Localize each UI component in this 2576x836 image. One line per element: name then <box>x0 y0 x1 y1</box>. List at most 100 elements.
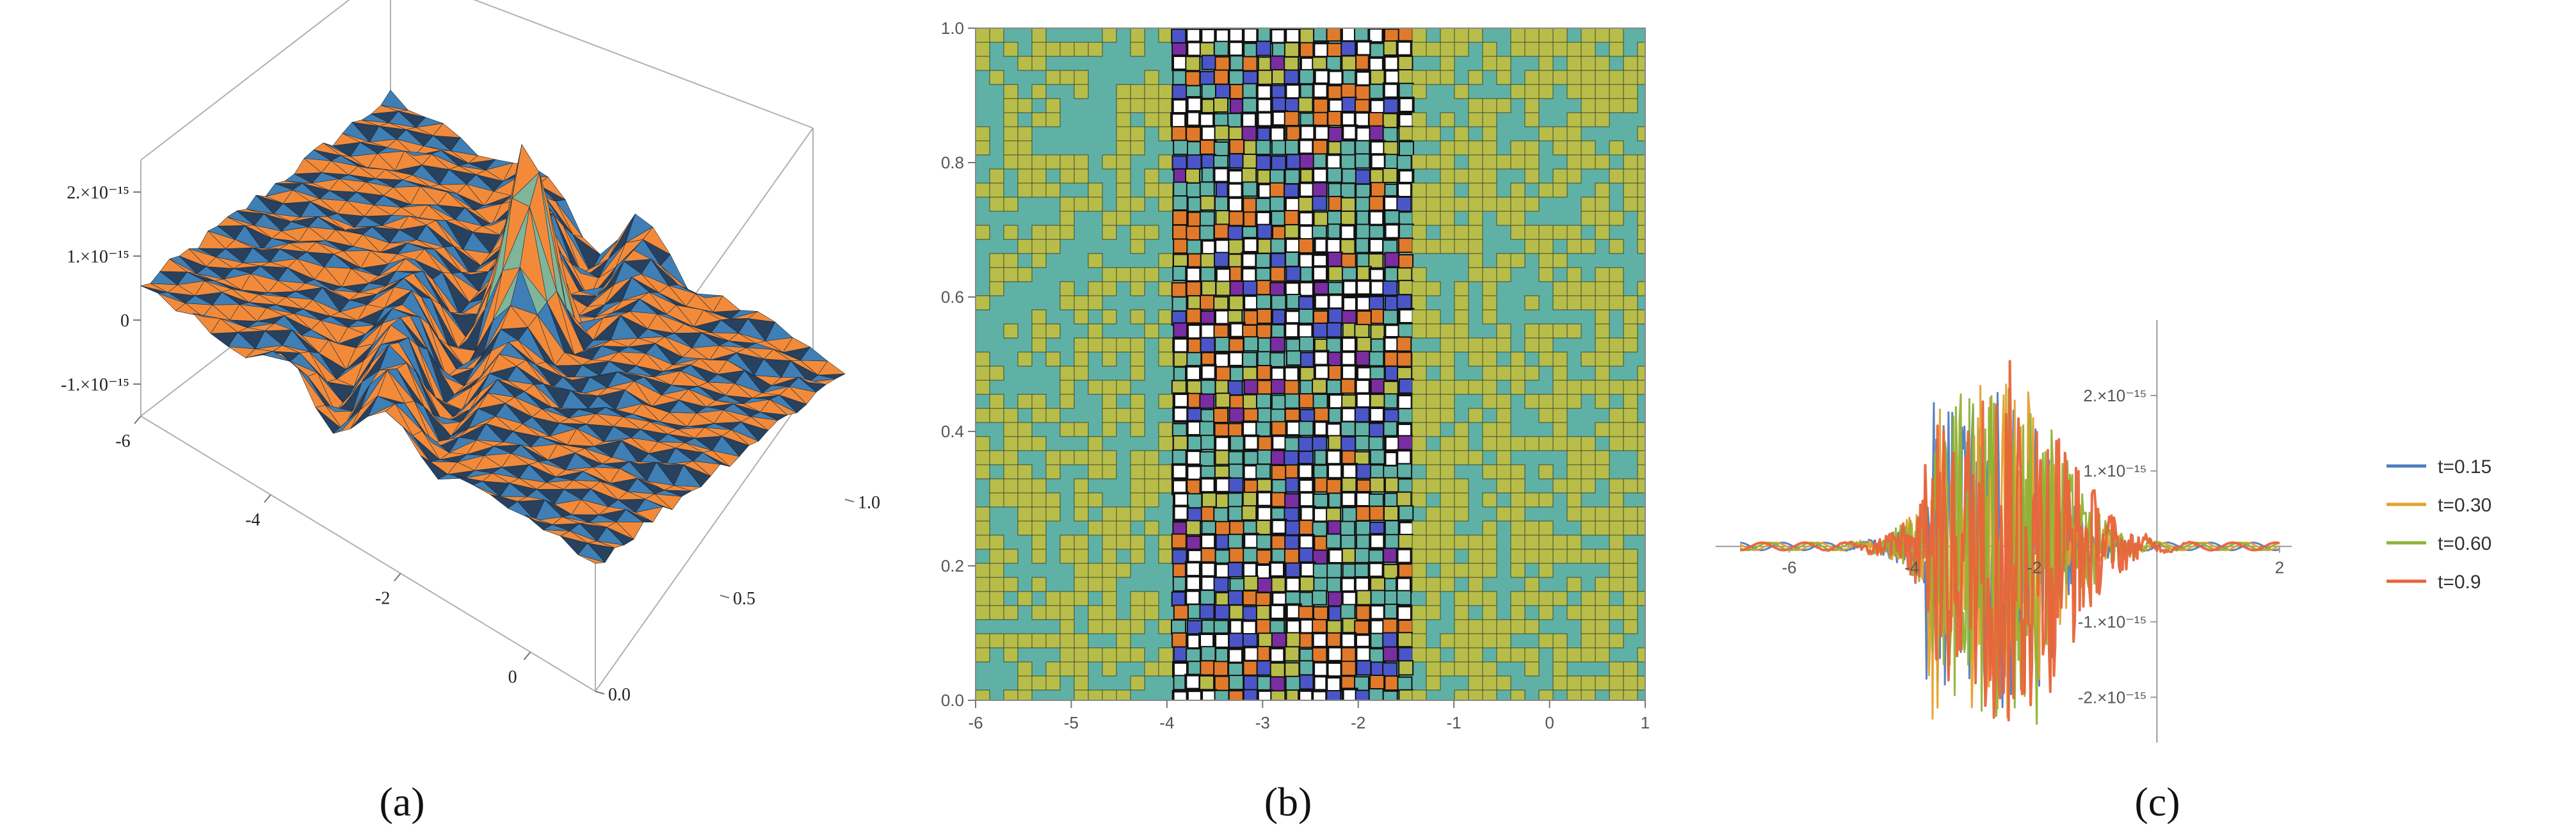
a-surface-facet <box>360 250 389 269</box>
b-contour-cell <box>1242 492 1258 508</box>
a-surface-facet <box>478 392 506 409</box>
b-contour-cell <box>1426 197 1441 212</box>
a-surface-facet <box>639 292 667 315</box>
b-contour-cell <box>1412 309 1427 325</box>
b-contour-cell <box>1566 577 1582 592</box>
b-contour-cell <box>1368 406 1385 424</box>
a-x-tick-label: 0 <box>508 668 517 687</box>
b-contour-cell <box>1355 279 1373 296</box>
c-axes <box>1716 320 2292 743</box>
b-contour-cell <box>1186 535 1202 551</box>
b-contour-cell <box>1313 577 1329 593</box>
b-contour-cell <box>1297 463 1314 480</box>
b-contour-cell <box>1397 563 1413 579</box>
b-contour-cell <box>1328 126 1344 142</box>
b-contour-cell <box>1382 113 1398 129</box>
a-surface-facet <box>511 444 539 462</box>
b-contour-cell <box>1229 435 1245 451</box>
b-contour-cell <box>1116 408 1131 423</box>
a-surface-facet <box>686 412 715 427</box>
b-contour-cell <box>976 436 990 451</box>
b-contour-cell <box>1326 463 1344 480</box>
b-contour-cell <box>1566 126 1582 141</box>
b-contour-cell <box>1184 673 1202 691</box>
b-contour-cell <box>1355 140 1371 156</box>
b-contour-cell <box>1355 125 1372 143</box>
b-contour-cell <box>1581 281 1596 296</box>
a-surface-facet <box>727 352 755 376</box>
b-contour-cell <box>1229 84 1245 100</box>
a-surface-facet <box>387 368 415 401</box>
b-contour-cell <box>1454 337 1469 353</box>
a-surface-facet <box>620 311 648 329</box>
a-surface-facet <box>593 315 622 341</box>
b-contour-cell <box>1396 547 1413 565</box>
b-contour-cell <box>1552 253 1568 268</box>
b-contour-cell <box>1213 40 1229 56</box>
b-contour-cell <box>1017 520 1033 536</box>
b-contour-cell <box>1341 266 1357 282</box>
a-surface-facet <box>318 216 346 230</box>
b-contour-cell <box>1017 126 1033 141</box>
b-contour-cell <box>1524 520 1540 536</box>
a-surface-facet <box>350 141 378 157</box>
a-surface-facet <box>529 172 557 291</box>
b-contour-cell <box>1538 225 1554 240</box>
b-contour-cell <box>1031 394 1047 409</box>
b-contour-cell <box>1595 675 1610 691</box>
b-contour-cell <box>1566 70 1582 85</box>
b-contour-cell <box>1538 323 1554 339</box>
b-contour-cell <box>1538 394 1554 409</box>
b-contour-cell <box>1482 366 1497 381</box>
a-surface-facet <box>330 155 358 166</box>
b-contour-cell <box>1299 336 1315 352</box>
a-surface-facet <box>270 248 298 262</box>
a-surface-facet <box>545 361 573 380</box>
b-contour-cell <box>1003 492 1018 508</box>
a-surface-facet <box>567 428 595 447</box>
a-surface-facet <box>730 310 758 319</box>
b-contour-cell <box>1369 648 1385 664</box>
b-contour-cell <box>1031 506 1047 522</box>
b-contour-cell <box>1566 84 1582 99</box>
b-contour-cell <box>1412 70 1427 85</box>
b-contour-cell <box>1356 337 1372 353</box>
a-surface-facet <box>610 315 639 341</box>
b-contour-cell <box>1355 490 1372 508</box>
a-surface-facet <box>394 150 423 171</box>
b-contour-cell <box>1158 281 1173 296</box>
b-contour-cell <box>1242 394 1258 410</box>
b-contour-cell <box>1383 393 1399 409</box>
b-contour-cell <box>1482 535 1497 550</box>
a-x-tick-mark <box>134 415 141 424</box>
b-contour-cell <box>1017 464 1033 479</box>
a-surface-facet <box>511 143 540 199</box>
b-contour-cell <box>1468 70 1483 85</box>
a-surface-facet <box>329 178 357 193</box>
b-contour-cell <box>1003 478 1018 494</box>
b-contour-cell <box>1326 478 1342 494</box>
a-surface-facet <box>335 229 363 235</box>
b-contour-cell <box>1184 575 1202 592</box>
b-contour-cell <box>1609 520 1624 536</box>
b-contour-cell <box>1368 253 1384 269</box>
b-contour-cell <box>1370 324 1386 340</box>
b-contour-cell <box>1214 520 1230 536</box>
a-surface-facet <box>221 289 250 303</box>
a-surface-facet <box>475 270 503 351</box>
a-surface-facet <box>693 309 721 327</box>
a-surface-facet <box>385 403 413 436</box>
b-contour-cell <box>1074 478 1089 494</box>
b-contour-cell <box>1003 633 1018 648</box>
a-surface-facet <box>280 353 308 377</box>
b-contour-cell <box>1313 606 1329 622</box>
a-surface-facet <box>280 221 309 232</box>
b-contour-cell <box>1454 309 1469 325</box>
b-contour-cell <box>1045 492 1061 508</box>
a-surface-facet <box>554 214 581 274</box>
b-contour-cell <box>1524 436 1540 451</box>
a-surface-facet <box>272 345 300 353</box>
b-contour-cell <box>1299 674 1315 690</box>
b-contour-cell <box>1298 547 1314 563</box>
a-y-tick-mark <box>720 595 730 599</box>
